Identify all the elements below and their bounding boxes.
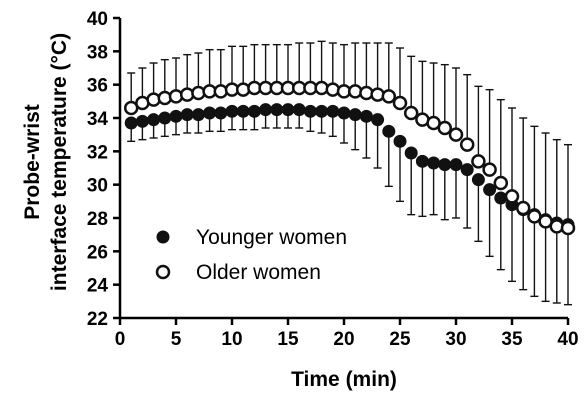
error-bars [127,40,572,306]
x-tick-label: 25 [389,329,411,350]
younger-women-point [124,116,138,130]
x-tick-label: 15 [277,329,299,350]
younger-women-point [404,146,418,160]
younger-women-point [303,104,317,118]
younger-women-point [359,109,373,123]
older-women-point [448,127,464,142]
younger-women-point [180,108,194,122]
y-tick-label: 28 [87,209,108,230]
y-tick-label: 30 [87,176,108,197]
x-tick-label: 35 [501,329,523,350]
younger-women-point [281,103,295,117]
older-women-point [403,105,419,121]
younger-women-point [460,163,474,177]
younger-women-point [158,111,172,125]
younger-women-point [236,104,250,118]
younger-women-point [382,124,396,138]
younger-women-point [191,108,205,122]
younger-women-point [214,106,228,120]
younger-women-point [337,106,351,120]
y-tick-label: 24 [87,276,109,297]
legend: Younger women Older women [155,226,347,284]
x-tick-label: 40 [557,329,578,350]
older-women-point [459,137,475,152]
older-women-point [560,220,576,236]
younger-women-point [147,113,161,127]
older-women-point [493,175,509,191]
older-women-point [381,89,397,104]
younger-women-point [438,158,452,172]
younger-women-point [225,104,239,118]
younger-women-point [292,103,306,117]
y-tick-label: 40 [87,9,108,30]
x-tick-label: 5 [171,329,182,350]
x-tick-label: 0 [115,329,126,350]
legend-label-younger: Younger women [196,226,347,249]
younger-women-point [259,103,273,117]
younger-women-point [415,154,429,168]
y-tick-label: 36 [87,76,108,97]
older-women-point [392,95,408,111]
y-tick-label: 32 [87,142,108,163]
legend-marker-older [155,264,171,280]
younger-women-point [169,109,183,123]
younger-women-point [427,156,441,170]
younger-women-point [483,183,497,197]
younger-women-point [326,104,340,118]
younger-women-point [449,158,463,172]
younger-women-point [371,113,385,127]
x-tick-label: 10 [221,329,242,350]
younger-women-point [203,106,217,120]
y-axis-title-line2: interface temperature (°C) [48,33,71,291]
younger-women-point [135,114,149,128]
younger-women-point [247,104,261,118]
legend-label-older: Older women [196,261,321,284]
y-tick-label: 34 [87,109,109,130]
x-tick-label: 20 [333,329,354,350]
older-women-point [437,120,453,136]
y-axis-title-line1: Probe-wrist [21,104,44,220]
y-tick-label: 22 [87,309,108,330]
younger-women-point [471,173,485,187]
older-women-point [471,154,486,169]
data-points [123,80,576,236]
younger-women-point [315,104,329,118]
younger-women-point [270,103,284,117]
younger-women-point [494,191,508,205]
older-women-point [515,200,531,216]
older-women-point [482,162,497,177]
y-tick-label: 26 [87,242,108,263]
x-tick-label: 30 [445,329,466,350]
legend-marker-younger [156,230,170,244]
older-women-point [504,189,520,204]
younger-women-point [348,108,362,122]
y-tick-label: 38 [87,42,108,63]
ticks: 0 5 10 15 20 25 30 35 40 22 24 26 28 30 32 34 36 38 40 [87,9,579,350]
x-axis-title: Time (min) [291,368,397,391]
younger-women-point [393,134,407,148]
